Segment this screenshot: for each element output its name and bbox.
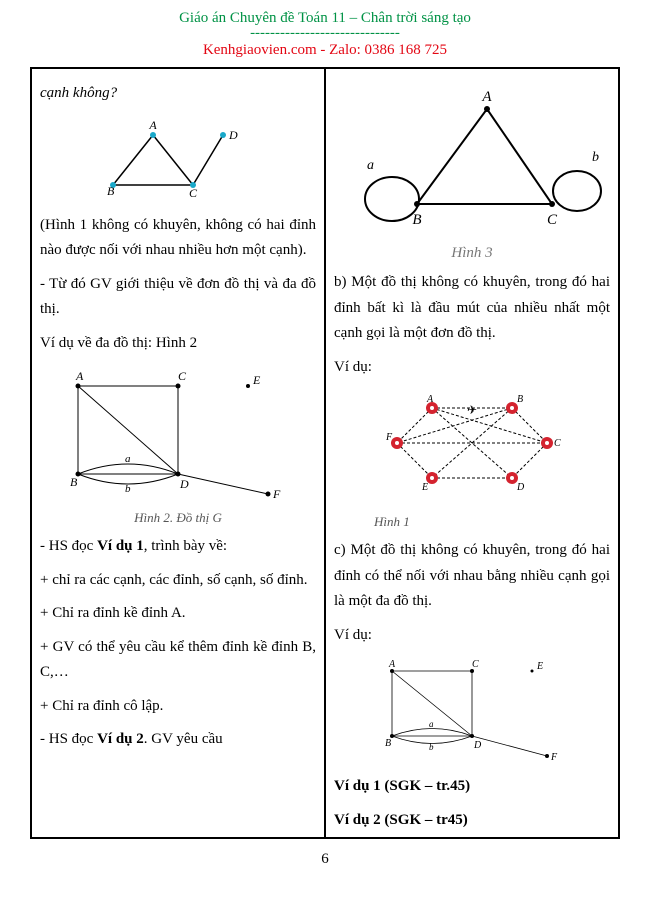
- page-number: 6: [30, 851, 620, 868]
- svg-text:C: C: [554, 438, 561, 449]
- fig2-caption: Hình 2. Đồ thị G: [40, 510, 316, 526]
- chi-ra-canh: + chỉ ra các cạnh, các đỉnh, số cạnh, số…: [40, 568, 316, 594]
- hs-doc-vd2-post: . GV yêu cầu: [144, 731, 223, 747]
- svg-text:F: F: [272, 487, 281, 501]
- svg-text:E: E: [536, 661, 543, 672]
- hs-doc-vd2-bold: Ví dụ 2: [97, 731, 144, 747]
- right-column: A B C a b Hình 3 b) Một đồ thị không có …: [325, 68, 619, 838]
- left-column: cạnh không? A B C D (Hình 1 không c: [31, 68, 325, 838]
- svg-text:B: B: [70, 475, 78, 489]
- fig-hinh3: A B C a b: [337, 79, 607, 239]
- hinh1-right-caption: Hình 1: [334, 514, 610, 530]
- svg-text:b: b: [125, 483, 131, 495]
- hs-doc-vd1-pre: - HS đọc: [40, 538, 97, 554]
- hs-doc-vd1: - HS đọc Ví dụ 1, trình bày về:: [40, 534, 316, 560]
- svg-text:D: D: [473, 740, 482, 751]
- vd-da-do-thi: Ví dụ về đa đồ thị: Hình 2: [40, 331, 316, 357]
- svg-text:D: D: [179, 477, 189, 491]
- content-table: cạnh không? A B C D (Hình 1 không c: [30, 67, 620, 839]
- svg-text:C: C: [178, 369, 187, 383]
- header: Giáo án Chuyên đề Toán 11 – Chân trời sá…: [30, 10, 620, 67]
- gv-yeu-cau: + GV có thể yêu cầu kể thêm đỉnh kề đỉnh…: [40, 635, 316, 686]
- svg-text:A: A: [75, 369, 84, 383]
- fig-hinh1-left: A B C D: [93, 115, 263, 205]
- svg-text:D: D: [516, 482, 525, 493]
- svg-text:F: F: [550, 752, 558, 763]
- chi-ra-dinh-ke: + Chỉ ra đỉnh kề đỉnh A.: [40, 601, 316, 627]
- hs-doc-vd2: - HS đọc Ví dụ 2. GV yêu cầu: [40, 727, 316, 753]
- svg-text:a: a: [367, 158, 374, 173]
- svg-text:a: a: [125, 453, 131, 465]
- vidu-b: Ví dụ:: [334, 355, 610, 381]
- svg-text:C: C: [547, 212, 558, 228]
- svg-text:✈: ✈: [467, 403, 477, 417]
- svg-text:A: A: [148, 118, 157, 132]
- svg-text:a: a: [429, 719, 434, 729]
- vd1-sgk: Ví dụ 1 (SGK – tr.45): [334, 774, 610, 800]
- b-desc: b) Một đồ thị không có khuyên, trong đó …: [334, 270, 610, 347]
- header-contact: Kenhgiaovien.com - Zalo: 0386 168 725: [30, 42, 620, 59]
- hs-doc-vd2-pre: - HS đọc: [40, 731, 97, 747]
- svg-text:F: F: [385, 432, 393, 443]
- hinh3-caption: Hình 3: [334, 245, 610, 262]
- fig-multigraph-small: A C B D E F a b: [372, 656, 572, 766]
- hs-doc-vd1-post: , trình bày về:: [144, 538, 227, 554]
- svg-text:E: E: [421, 482, 428, 493]
- hinh1-desc: (Hình 1 không có khuyên, không có hai đỉ…: [40, 213, 316, 264]
- svg-text:C: C: [472, 659, 479, 670]
- svg-text:B: B: [107, 184, 115, 198]
- svg-text:E: E: [252, 373, 261, 387]
- c-desc: c) Một đồ thị không có khuyên, trong đó …: [334, 538, 610, 615]
- canh-khong-text: cạnh không?: [40, 81, 316, 107]
- svg-text:B: B: [412, 212, 421, 228]
- svg-text:B: B: [517, 394, 523, 405]
- svg-text:A: A: [388, 659, 396, 670]
- svg-text:b: b: [592, 150, 599, 165]
- gv-intro: - Từ đó GV giới thiệu về đơn đồ thị và đ…: [40, 272, 316, 323]
- svg-text:B: B: [385, 738, 391, 749]
- svg-text:C: C: [189, 186, 198, 200]
- svg-text:b: b: [429, 742, 434, 752]
- header-dashes: ------------------------------: [30, 25, 620, 42]
- hs-doc-vd1-bold: Ví dụ 1: [97, 538, 144, 554]
- svg-text:A: A: [426, 394, 434, 405]
- vidu-c: Ví dụ:: [334, 623, 610, 649]
- svg-text:A: A: [481, 89, 492, 105]
- chi-ra-co-lap: + Chỉ ra đỉnh cô lập.: [40, 694, 316, 720]
- vd2-sgk: Ví dụ 2 (SGK – tr45): [334, 808, 610, 834]
- svg-text:D: D: [228, 128, 238, 142]
- fig-hinh1-right: ✈: [372, 388, 572, 508]
- fig-hinh2: A C B D E F a b: [58, 364, 298, 504]
